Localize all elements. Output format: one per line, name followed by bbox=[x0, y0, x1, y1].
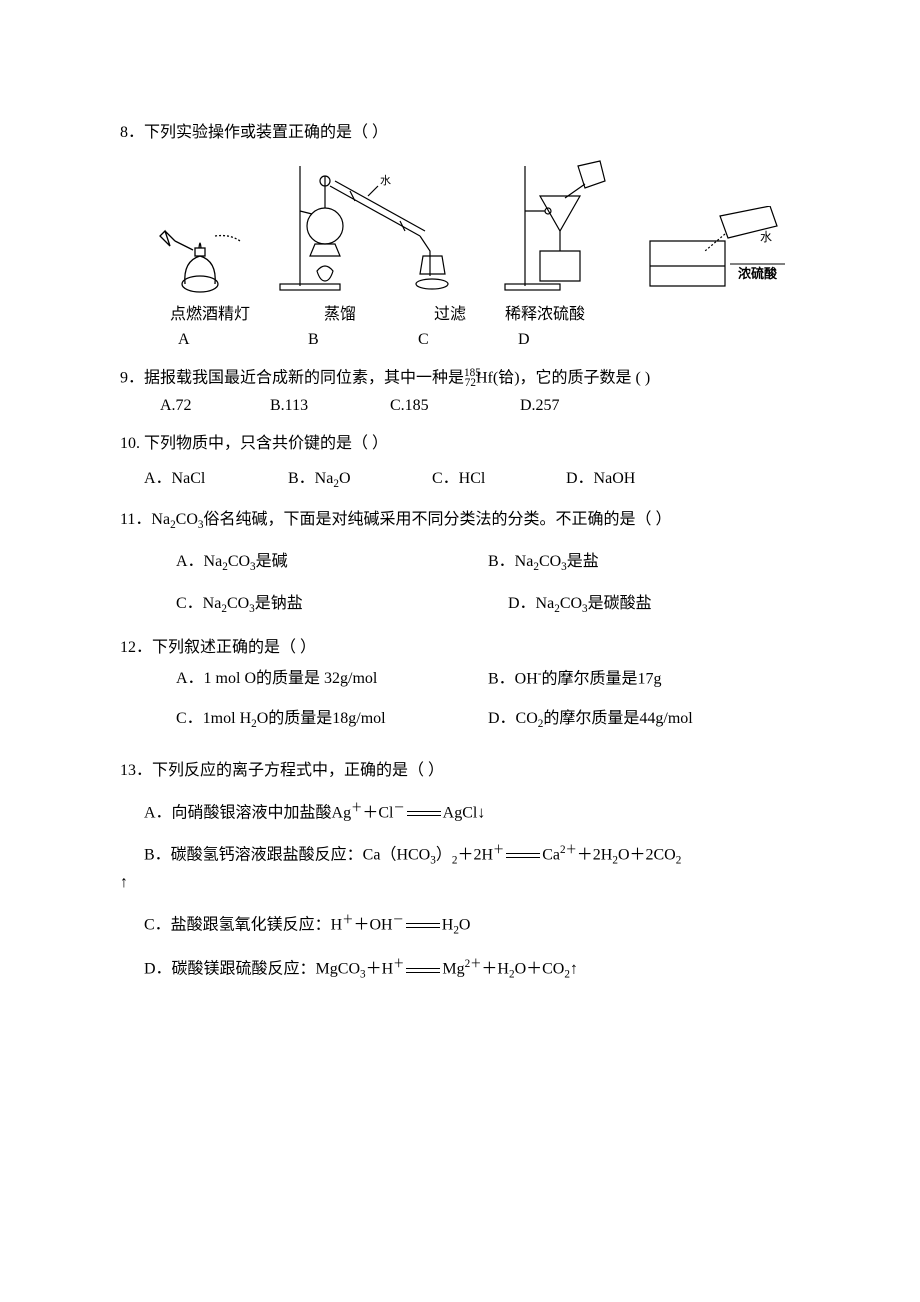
q12-opt-b: B．OH-的摩尔质量是17g bbox=[488, 666, 800, 692]
q12-opt-c: C．1mol H2O的质量是18g/mol bbox=[176, 706, 488, 734]
q9-opt-d: D.257 bbox=[520, 393, 620, 419]
water-label: 水 bbox=[380, 174, 391, 187]
dilute-acid-icon: 水 浓硫酸 bbox=[630, 206, 790, 296]
q12-row2: C．1mol H2O的质量是18g/mol D．CO2的摩尔质量是44g/mol bbox=[176, 706, 800, 734]
q12-opt-d: D．CO2的摩尔质量是44g/mol bbox=[488, 706, 800, 734]
q8-opt-a: A bbox=[160, 327, 308, 353]
q12-row1: A．1 mol O的质量是 32g/mol B．OH-的摩尔质量是17g bbox=[176, 666, 800, 692]
q9-stem-a: 9．据报载我国最近合成新的同位素，其中一种是 bbox=[120, 369, 464, 386]
equals-bar-icon bbox=[407, 811, 441, 816]
q9-opt-c: C.185 bbox=[390, 393, 520, 419]
q8-fig-b: 水 bbox=[270, 156, 490, 296]
acid-label: 浓硫酸 bbox=[738, 266, 778, 281]
question-11: 11．Na2CO3俗名纯碱，下面是对纯碱采用不同分类法的分类。不正确的是（ ） … bbox=[120, 507, 800, 619]
q12-stem: 12．下列叙述正确的是（ ） bbox=[120, 635, 800, 661]
q8-cap-b: 蒸馏 bbox=[270, 302, 410, 328]
question-10: 10. 下列物质中，只含共价键的是（ ） A．NaCl B．Na2O C．HCl… bbox=[120, 431, 800, 495]
q11-opt-b: B．Na2CO3是盐 bbox=[488, 549, 800, 577]
q13-stem: 13．下列反应的离子方程式中，正确的是（ ） bbox=[120, 758, 800, 784]
q8-caption-row: 点燃酒精灯 蒸馏 过滤 稀释浓硫酸 bbox=[150, 302, 800, 328]
q8-option-row: A B C D bbox=[160, 327, 800, 353]
water-label-d: 水 bbox=[760, 230, 772, 244]
question-8: 8．下列实验操作或装置正确的是（ ） bbox=[120, 120, 800, 353]
equals-bar-icon bbox=[506, 853, 540, 858]
distillation-icon: 水 bbox=[270, 156, 490, 296]
q8-opt-b: B bbox=[308, 327, 418, 353]
q9-options: A.72 B.113 C.185 D.257 bbox=[160, 393, 800, 419]
question-12: 12．下列叙述正确的是（ ） A．1 mol O的质量是 32g/mol B．O… bbox=[120, 635, 800, 735]
q8-fig-a bbox=[150, 206, 260, 296]
q10-opt-b: B．Na2O bbox=[288, 466, 428, 494]
q11-row2: C．Na2CO3是钠盐 D．Na2CO3是碳酸盐 bbox=[176, 591, 800, 619]
q13-opt-c: C．盐酸跟氢氧化镁反应：H＋＋OH－H2O bbox=[144, 912, 800, 940]
q9-opt-b: B.113 bbox=[270, 393, 390, 419]
q13-opt-d: D．碳酸镁跟硫酸反应：MgCO3＋H＋Mg2＋＋H2O＋CO2↑ bbox=[144, 956, 800, 984]
q13-opt-a: A．向硝酸银溶液中加盐酸Ag＋＋Cl－AgCl↓ bbox=[144, 800, 800, 826]
q9-stem-b: Hf(铪)，它的质子数是 ( ) bbox=[476, 369, 650, 386]
q10-stem: 10. 下列物质中，只含共价键的是（ ） bbox=[120, 431, 800, 457]
q8-opt-d: D bbox=[518, 327, 588, 353]
question-9: 9．据报载我国最近合成新的同位素，其中一种是18572Hf(铪)，它的质子数是 … bbox=[120, 365, 800, 419]
q11-opt-d: D．Na2CO3是碳酸盐 bbox=[468, 591, 800, 619]
q8-fig-c bbox=[500, 156, 620, 296]
q13-opt-b: B．碳酸氢钙溶液跟盐酸反应：Ca（HCO3）2＋2H＋Ca2＋＋2H2O＋2CO… bbox=[120, 842, 800, 896]
q8-figure-row: 水 bbox=[150, 156, 800, 296]
alcohol-lamp-icon bbox=[155, 206, 255, 296]
q10-opt-c: C．HCl bbox=[432, 466, 562, 492]
equals-bar-icon bbox=[406, 923, 440, 928]
q10-options: A．NaCl B．Na2O C．HCl D．NaOH bbox=[144, 466, 800, 494]
q9-iso-sub: 72 bbox=[465, 377, 476, 389]
question-13: 13．下列反应的离子方程式中，正确的是（ ） A．向硝酸银溶液中加盐酸Ag＋＋C… bbox=[120, 758, 800, 984]
q9-opt-a: A.72 bbox=[160, 393, 270, 419]
q8-cap-c: 过滤 bbox=[410, 302, 490, 328]
q8-stem: 8．下列实验操作或装置正确的是（ ） bbox=[120, 120, 800, 146]
q8-cap-a: 点燃酒精灯 bbox=[150, 302, 270, 328]
q8-cap-d: 稀释浓硫酸 bbox=[490, 302, 600, 328]
q10-opt-a: A．NaCl bbox=[144, 466, 284, 492]
q11-stem: 11．Na2CO3俗名纯碱，下面是对纯碱采用不同分类法的分类。不正确的是（ ） bbox=[120, 507, 800, 535]
equals-bar-icon bbox=[406, 968, 440, 973]
q11-opt-c: C．Na2CO3是钠盐 bbox=[176, 591, 468, 619]
filtration-icon bbox=[500, 156, 620, 296]
q11-opt-a: A．Na2CO3是碱 bbox=[176, 549, 488, 577]
q12-opt-a: A．1 mol O的质量是 32g/mol bbox=[176, 666, 488, 692]
q11-row1: A．Na2CO3是碱 B．Na2CO3是盐 bbox=[176, 549, 800, 577]
q8-fig-d: 水 浓硫酸 bbox=[630, 206, 790, 296]
q10-opt-d: D．NaOH bbox=[566, 466, 686, 492]
q8-opt-c: C bbox=[418, 327, 518, 353]
